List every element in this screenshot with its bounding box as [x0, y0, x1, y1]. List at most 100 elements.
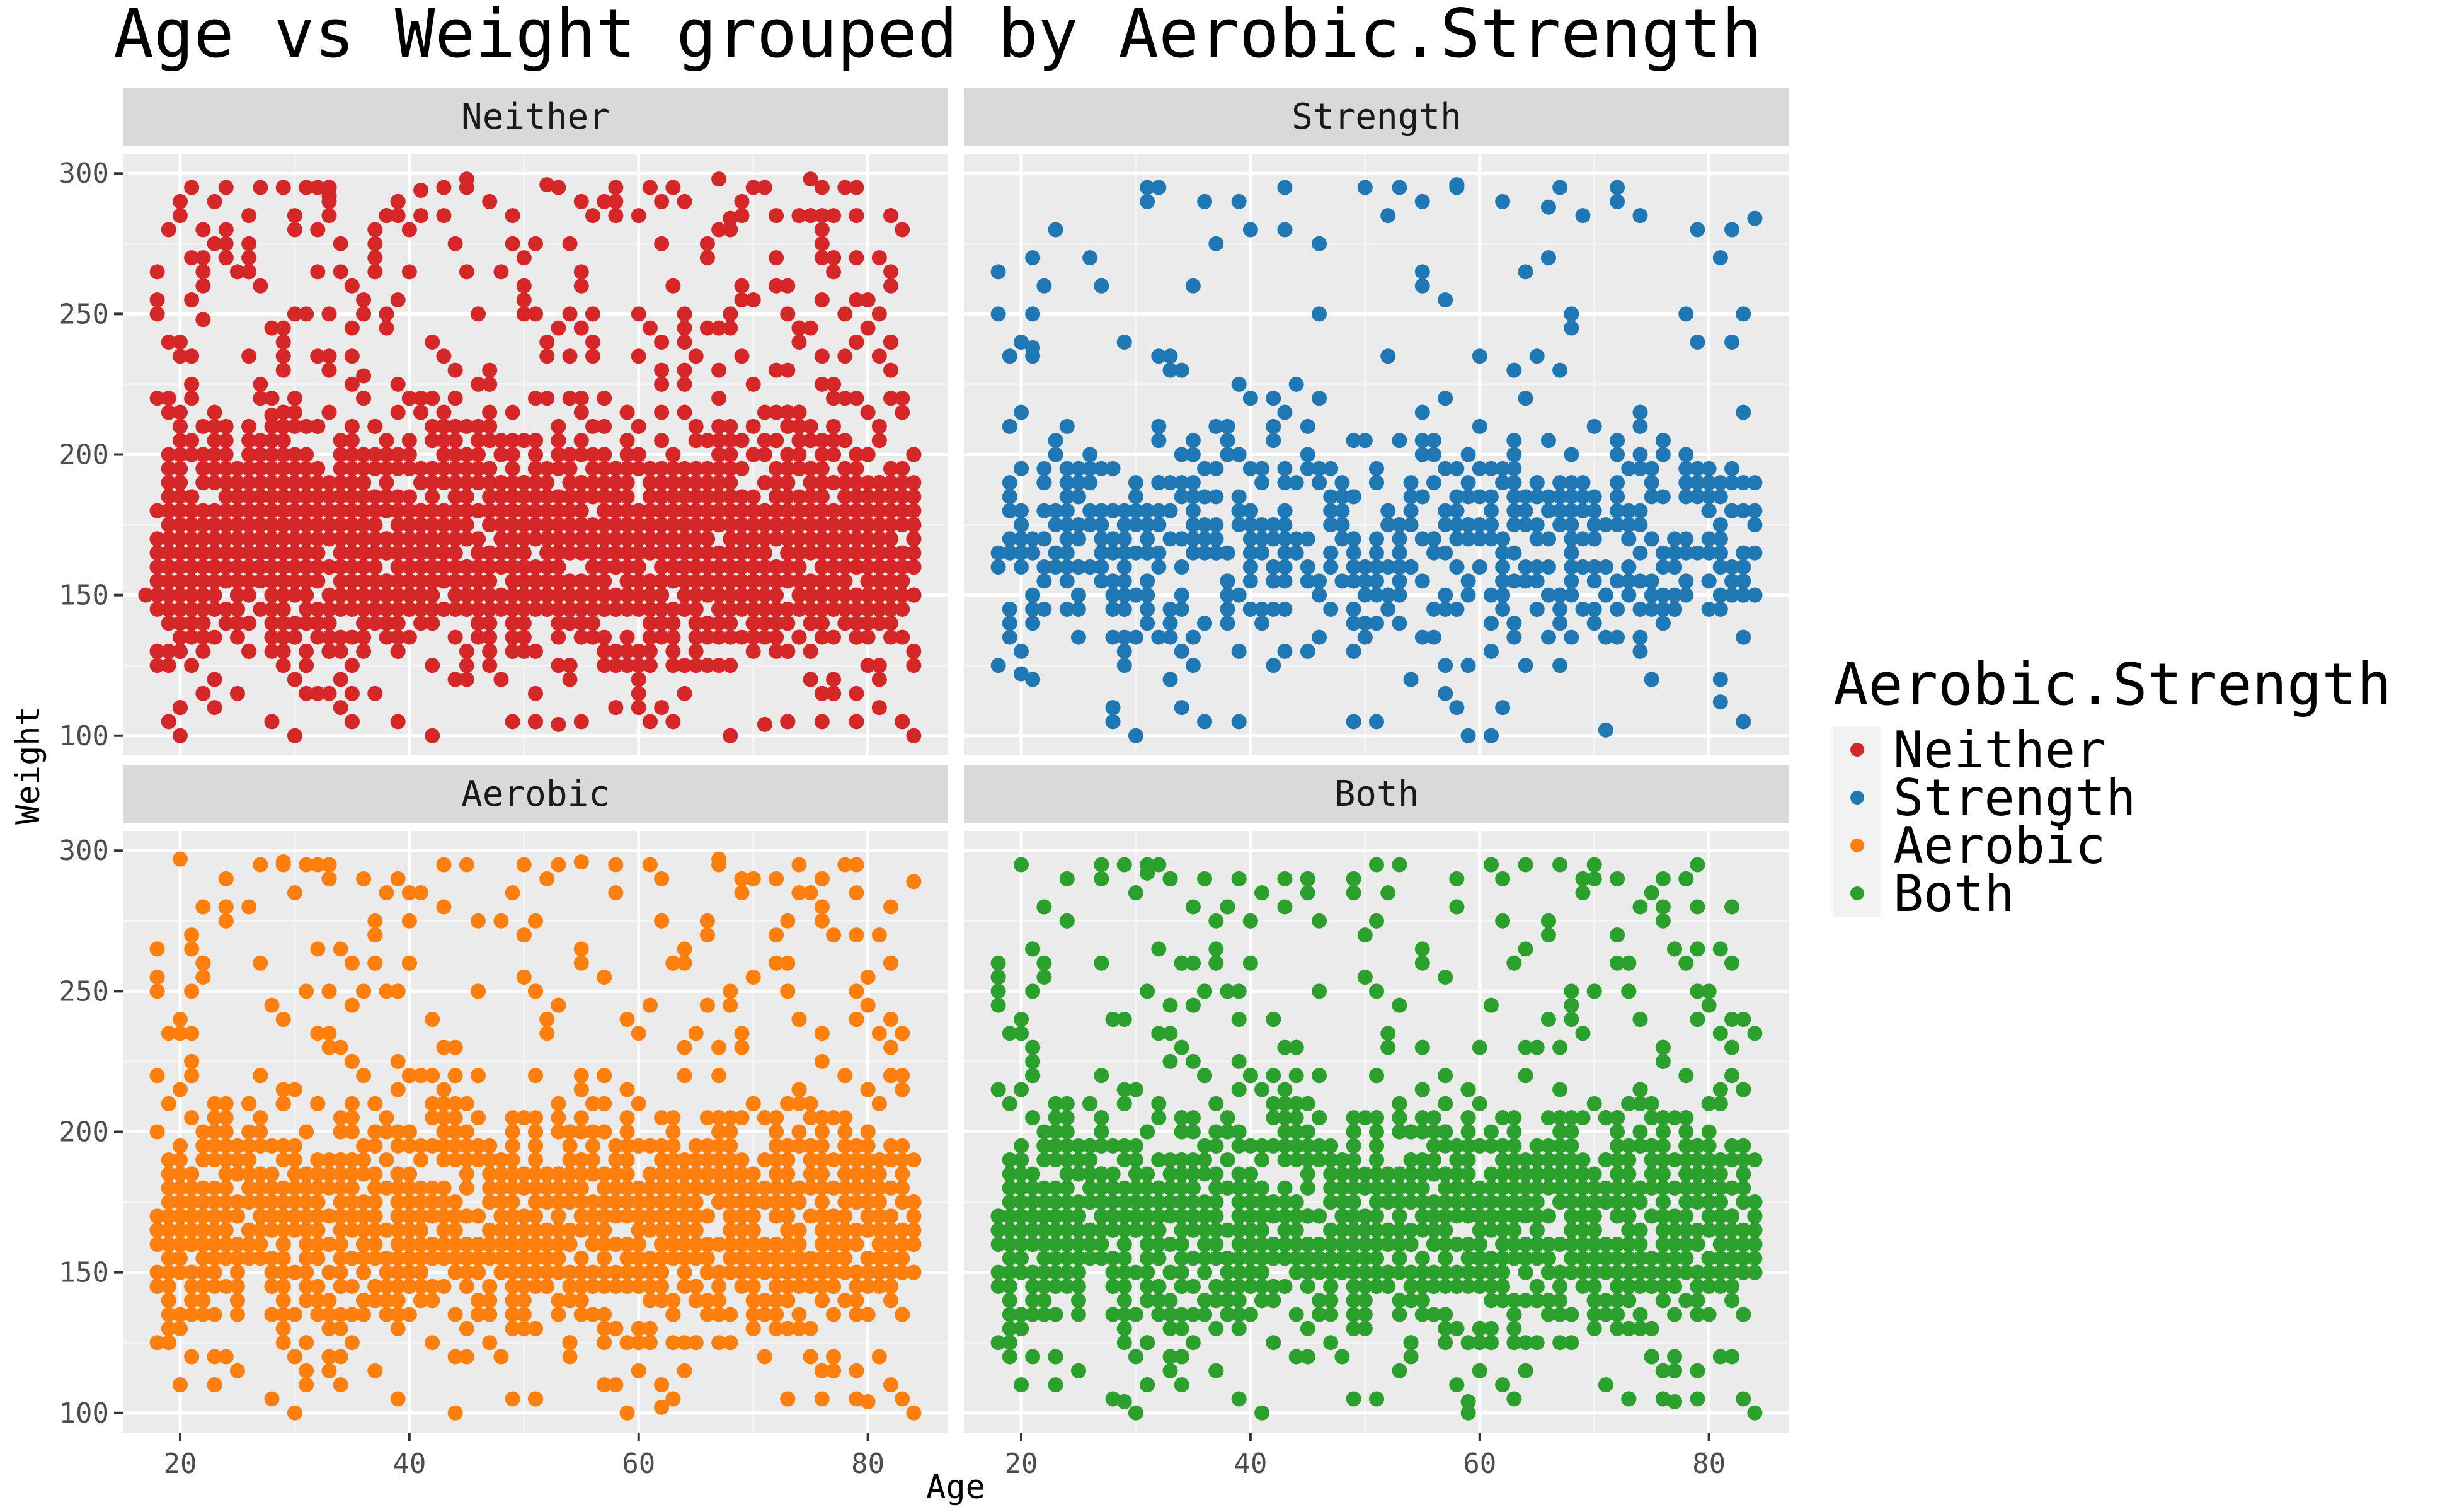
data-point	[619, 489, 635, 505]
data-point	[837, 433, 853, 449]
data-point	[275, 489, 291, 505]
data-point	[1185, 517, 1201, 533]
data-point	[837, 1124, 853, 1140]
data-point	[299, 517, 314, 533]
data-point	[1036, 601, 1052, 617]
data-point	[287, 418, 302, 434]
data-point	[562, 616, 578, 631]
data-point	[837, 1068, 853, 1084]
data-point	[608, 489, 624, 505]
data-point	[333, 587, 348, 603]
data-point	[1644, 573, 1659, 589]
data-point	[1667, 587, 1683, 603]
data-point	[1185, 503, 1201, 518]
data-point	[1242, 573, 1258, 589]
data-point	[436, 545, 452, 561]
data-point	[516, 517, 532, 533]
data-point	[310, 418, 326, 434]
data-point	[562, 503, 578, 518]
data-point	[757, 447, 772, 462]
data-point	[184, 531, 200, 547]
data-point	[791, 208, 807, 224]
data-point	[310, 616, 326, 631]
data-point	[1472, 559, 1487, 575]
data-point	[803, 433, 818, 449]
data-point	[459, 180, 474, 195]
data-point	[1518, 573, 1533, 589]
data-point	[218, 503, 234, 518]
data-point	[711, 1068, 727, 1084]
data-point	[1094, 559, 1109, 575]
data-point	[287, 885, 302, 901]
data-point	[195, 503, 211, 518]
data-point	[837, 391, 853, 406]
data-point	[837, 348, 853, 364]
data-point	[390, 503, 406, 518]
data-point	[1208, 461, 1224, 476]
data-point	[321, 601, 337, 617]
data-point	[1128, 629, 1143, 645]
data-point	[344, 517, 360, 533]
data-point	[333, 601, 348, 617]
data-point	[585, 447, 600, 462]
data-point	[310, 348, 326, 364]
data-point	[677, 376, 692, 392]
data-point	[1724, 559, 1740, 575]
data-point	[275, 643, 291, 659]
data-point	[401, 601, 417, 617]
data-point	[299, 685, 314, 701]
data-point	[390, 447, 406, 462]
data-point	[1300, 418, 1315, 434]
data-point	[849, 1138, 864, 1154]
data-point	[161, 545, 176, 561]
data-point	[1036, 531, 1052, 547]
data-point	[883, 1040, 899, 1055]
data-point	[734, 587, 750, 603]
data-point	[723, 1152, 738, 1168]
data-point	[769, 475, 784, 491]
data-point	[745, 573, 761, 589]
data-point	[356, 368, 372, 384]
data-point	[1632, 517, 1648, 533]
data-point	[585, 475, 600, 491]
data-point	[734, 193, 750, 209]
data-point	[229, 601, 245, 617]
data-point	[482, 616, 498, 631]
data-point	[161, 489, 176, 505]
data-point	[379, 433, 394, 449]
data-point	[1346, 573, 1361, 589]
data-point	[665, 517, 681, 533]
data-point	[814, 629, 830, 645]
data-point	[528, 531, 543, 547]
data-point	[608, 517, 624, 533]
data-point	[791, 433, 807, 449]
data-point	[425, 531, 440, 547]
data-point	[241, 475, 257, 491]
data-point	[321, 616, 337, 631]
data-point	[413, 559, 429, 575]
data-point	[379, 616, 394, 631]
data-point	[172, 447, 188, 462]
data-point	[229, 545, 245, 561]
data-point	[161, 658, 176, 673]
data-point	[390, 1320, 406, 1336]
data-point	[711, 658, 727, 673]
data-point	[1334, 489, 1350, 505]
data-point	[780, 306, 796, 322]
data-point	[1369, 461, 1384, 476]
data-point	[367, 447, 383, 462]
data-point	[161, 391, 176, 406]
data-point	[229, 531, 245, 547]
data-point	[1300, 643, 1315, 659]
data-point	[471, 601, 486, 617]
data-point	[699, 927, 715, 943]
data-point	[471, 503, 486, 518]
data-point	[883, 1138, 899, 1154]
data-point	[562, 236, 578, 251]
data-point	[184, 433, 200, 449]
data-point	[333, 1377, 348, 1393]
data-point	[1655, 447, 1671, 462]
data-point	[562, 517, 578, 533]
data-point	[528, 714, 543, 730]
data-point	[1002, 489, 1017, 505]
